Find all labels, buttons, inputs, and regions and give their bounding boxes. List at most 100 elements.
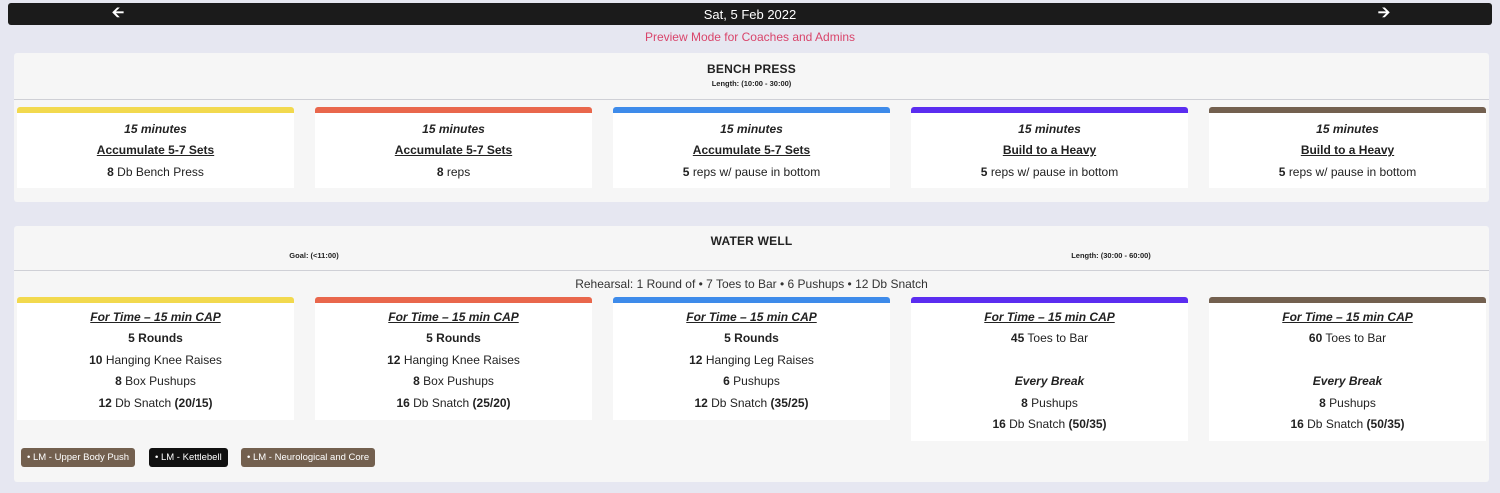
every-break-label: Every Break: [1014, 374, 1085, 389]
movement-weight: (50/35): [1068, 417, 1107, 432]
movement-name: Hanging Knee Raises: [105, 352, 222, 367]
bench-time: 15 minutes: [422, 122, 485, 136]
bench-reps: 5: [1278, 164, 1286, 179]
movement-name: Pushups: [1329, 395, 1376, 410]
arrow-right-icon[interactable]: 🡪: [1377, 3, 1391, 21]
movement-reps: 12: [694, 395, 708, 410]
movement-reps: 45: [1010, 331, 1025, 346]
water-column-2: For Time – 15 min CAP 5 Rounds 12 Hangin…: [315, 297, 592, 420]
movement-line: 60 Toes to Bar: [1209, 328, 1486, 349]
movement-reps: 8: [1021, 395, 1028, 410]
current-date: Sat, 5 Feb 2022: [703, 6, 797, 22]
tag-upper-body-push[interactable]: • LM - Upper Body Push: [21, 448, 136, 467]
rounds-label: 5 Rounds: [724, 331, 779, 346]
arrow-left-icon[interactable]: 🡨: [111, 3, 125, 21]
water-well-header: WATER WELL Goal: (<11:00) Length: (30:00…: [14, 226, 1489, 271]
movement-line: 8 Box Pushups: [315, 371, 592, 392]
movement-name: Db Snatch: [711, 395, 768, 410]
movement-reps: 16: [992, 417, 1006, 432]
movement-line: 12 Db Snatch (20/15): [17, 393, 294, 414]
movement-name: Box Pushups: [125, 374, 196, 389]
water-well-card: WATER WELL Goal: (<11:00) Length: (30:00…: [14, 226, 1489, 482]
spacer: [1209, 350, 1486, 371]
water-column-5: For Time – 15 min CAP 60 Toes to Bar Eve…: [1209, 297, 1486, 441]
movement-line: 10 Hanging Knee Raises: [17, 350, 294, 371]
movement-name: Pushups: [733, 374, 780, 389]
bench-desc: Db Bench Press: [117, 164, 204, 179]
movement-reps: 12: [387, 352, 401, 367]
bench-scheme: Accumulate 5-7 Sets: [394, 143, 513, 158]
bench-scheme: Accumulate 5-7 Sets: [96, 143, 215, 158]
water-column-1: For Time – 15 min CAP 5 Rounds 10 Hangin…: [17, 297, 294, 420]
rounds-label: 5 Rounds: [426, 331, 481, 346]
bench-press-header: BENCH PRESS Length: (10:00 - 30:00): [14, 53, 1489, 100]
movement-name: Db Snatch: [413, 395, 470, 410]
movement-reps: 12: [98, 395, 112, 410]
bench-press-title: BENCH PRESS: [707, 62, 796, 76]
bench-time: 15 minutes: [1316, 122, 1379, 136]
movement-name: Hanging Knee Raises: [403, 352, 520, 367]
bench-column-5: 15 minutes Build to a Heavy 5 reps w/ pa…: [1209, 107, 1486, 188]
cap-label: For Time – 15 min CAP: [90, 310, 221, 324]
bench-reps-line: 8 Db Bench Press: [17, 162, 294, 183]
bench-desc: reps: [446, 164, 471, 179]
bench-time: 15 minutes: [720, 122, 783, 136]
bench-desc: reps w/ pause in bottom: [990, 164, 1119, 179]
rounds-label: 5 Rounds: [128, 331, 183, 346]
movement-line: 45 Toes to Bar: [911, 328, 1188, 349]
tag-kettlebell[interactable]: • LM - Kettlebell: [149, 448, 228, 467]
movement-reps: 16: [396, 395, 410, 410]
bench-column-2: 15 minutes Accumulate 5-7 Sets 8 reps: [315, 107, 592, 188]
movement-line: 6 Pushups: [613, 371, 890, 392]
movement-name: Hanging Leg Raises: [705, 352, 814, 367]
movement-line: 12 Hanging Knee Raises: [315, 350, 592, 371]
bench-time: 15 minutes: [1018, 122, 1081, 136]
every-break-label: Every Break: [1312, 374, 1383, 389]
movement-line: 8 Pushups: [911, 393, 1188, 414]
date-navigation-bar: 🡨 Sat, 5 Feb 2022 🡪: [8, 3, 1492, 25]
bench-column-4: 15 minutes Build to a Heavy 5 reps w/ pa…: [911, 107, 1188, 188]
preview-mode-notice: Preview Mode for Coaches and Admins: [644, 30, 856, 44]
bench-scheme: Build to a Heavy: [1002, 143, 1097, 158]
bench-reps: 5: [980, 164, 988, 179]
bench-reps: 8: [107, 164, 114, 179]
bench-reps: 5: [682, 164, 690, 179]
water-well-title: WATER WELL: [710, 234, 793, 248]
bench-reps: 8: [436, 164, 444, 179]
movement-name: Pushups: [1031, 395, 1078, 410]
movement-line: 8 Box Pushups: [17, 371, 294, 392]
bench-reps-line: 5 reps w/ pause in bottom: [613, 162, 890, 183]
bench-press-length: Length: (10:00 - 30:00): [711, 79, 792, 88]
movement-weight: (25/20): [472, 395, 511, 410]
movement-weight: (50/35): [1366, 417, 1405, 432]
movement-reps: 60: [1308, 331, 1323, 346]
bench-reps-line: 8 reps: [315, 162, 592, 183]
movement-reps: 16: [1290, 417, 1304, 432]
bench-scheme: Accumulate 5-7 Sets: [692, 143, 811, 158]
movement-line: 16 Db Snatch (50/35): [1209, 414, 1486, 435]
bench-column-3: 15 minutes Accumulate 5-7 Sets 5 reps w/…: [613, 107, 890, 188]
water-column-3: For Time – 15 min CAP 5 Rounds 12 Hangin…: [613, 297, 890, 420]
movement-line: 16 Db Snatch (50/35): [911, 414, 1188, 435]
bench-press-card: BENCH PRESS Length: (10:00 - 30:00) 15 m…: [14, 53, 1489, 202]
movement-reps: 6: [723, 374, 730, 389]
movement-weight: (35/25): [770, 395, 809, 410]
movement-line: 12 Db Snatch (35/25): [613, 393, 890, 414]
movement-name: Box Pushups: [423, 374, 494, 389]
bench-scheme: Build to a Heavy: [1300, 143, 1395, 158]
cap-label: For Time – 15 min CAP: [984, 310, 1115, 324]
cap-label: For Time – 15 min CAP: [686, 310, 817, 324]
movement-name: Toes to Bar: [1325, 331, 1387, 346]
movement-name: Db Snatch: [1009, 417, 1066, 432]
cap-label: For Time – 15 min CAP: [1282, 310, 1413, 324]
movement-reps: 12: [689, 352, 703, 367]
water-well-goal: Goal: (<11:00): [289, 251, 339, 260]
movement-line: 16 Db Snatch (25/20): [315, 393, 592, 414]
tag-neurological-core[interactable]: • LM - Neurological and Core: [241, 448, 376, 467]
movement-line: 12 Hanging Leg Raises: [613, 350, 890, 371]
movement-name: Db Snatch: [115, 395, 172, 410]
bench-reps-line: 5 reps w/ pause in bottom: [911, 162, 1188, 183]
rehearsal-line: Rehearsal: 1 Round of • 7 Toes to Bar • …: [575, 277, 928, 291]
water-column-4: For Time – 15 min CAP 45 Toes to Bar Eve…: [911, 297, 1188, 441]
movement-reps: 8: [115, 374, 122, 389]
